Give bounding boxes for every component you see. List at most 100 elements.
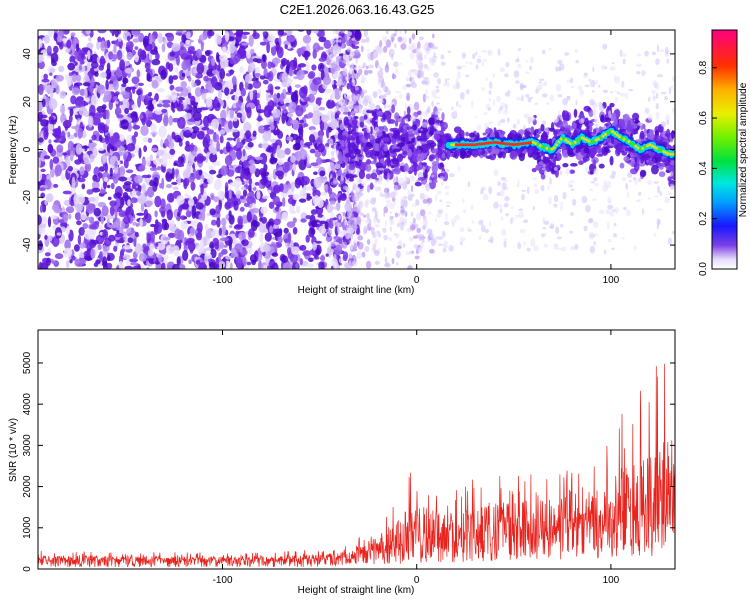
heatmap-cell: [115, 101, 119, 105]
heatmap-cell: [381, 137, 390, 142]
heatmap-cell: [202, 236, 208, 247]
heatmap-cell: [336, 49, 342, 54]
heatmap-cell: [110, 54, 119, 60]
heatmap-cell: [248, 177, 253, 187]
heatmap-cell: [422, 166, 426, 173]
heatmap-cell: [157, 32, 163, 44]
heatmap-cell: [584, 84, 590, 88]
heatmap-cell: [598, 101, 603, 108]
heatmap-cell: [402, 243, 406, 248]
heatmap-cell: [355, 58, 358, 63]
heatmap-cell: [261, 59, 267, 70]
heatmap-cell: [103, 90, 112, 102]
heatmap-cell: [483, 112, 488, 115]
heatmap-cell: [79, 166, 85, 176]
heatmap-cell: [262, 79, 269, 85]
heatmap-cell: [566, 79, 570, 83]
heatmap-cell: [84, 165, 90, 171]
heatmap-cell: [123, 216, 131, 225]
heatmap-cell: [188, 259, 192, 265]
heatmap-cell: [196, 244, 205, 253]
heatmap-cell: [445, 134, 450, 140]
heatmap-cell: [364, 246, 370, 253]
heatmap-cell: [118, 37, 122, 42]
heatmap-cell: [351, 248, 358, 252]
heatmap-cell: [432, 179, 438, 184]
heatmap-cell: [267, 61, 273, 69]
heatmap-cell: [406, 92, 411, 102]
heatmap-cell: [421, 121, 428, 128]
heatmap-cell: [306, 263, 314, 268]
heatmap-cell: [339, 90, 343, 97]
heatmap-cell: [367, 70, 373, 74]
heatmap-cell: [304, 142, 313, 146]
heatmap-cell: [396, 262, 399, 266]
heatmap-cell: [114, 233, 124, 238]
heatmap-cell: [299, 189, 307, 201]
heatmap-cell: [248, 184, 252, 192]
heatmap-cell: [178, 46, 187, 58]
heatmap-cell: [105, 68, 112, 80]
heatmap-cell: [71, 125, 80, 130]
heatmap-cell: [456, 65, 462, 70]
heatmap-cell: [140, 125, 149, 136]
heatmap-cell: [367, 239, 371, 245]
heatmap-cell: [127, 237, 134, 244]
heatmap-cell: [602, 43, 608, 50]
heatmap-cell: [188, 206, 192, 212]
heatmap-cell: [392, 72, 395, 80]
heatmap-cell: [660, 169, 664, 172]
heatmap-cell: [169, 51, 176, 57]
heatmap-cell: [290, 210, 297, 215]
heatmap-cell: [429, 248, 435, 254]
heatmap-cell: [95, 196, 100, 201]
heatmap-cell: [176, 195, 185, 205]
heatmap-cell: [431, 174, 435, 178]
heatmap-cell: [448, 245, 454, 252]
heatmap-cell: [638, 191, 642, 196]
heatmap-cell: [409, 175, 416, 182]
heatmap-cell: [421, 234, 425, 243]
heatmap-cell: [137, 95, 142, 108]
heatmap-cell: [171, 181, 178, 185]
heatmap-cell: [644, 50, 649, 57]
heatmap-cell: [252, 80, 262, 89]
heatmap-cell: [344, 149, 349, 154]
heatmap-cell: [282, 261, 292, 269]
heatmap-cell: [542, 120, 546, 126]
heatmap-cell: [653, 195, 659, 198]
heatmap-cell: [181, 72, 186, 77]
heatmap-cell: [376, 110, 384, 116]
heatmap-cell: [351, 118, 358, 126]
heatmap-cell: [391, 258, 395, 264]
heatmap-cell: [146, 232, 151, 244]
heatmap-cell: [162, 99, 171, 105]
heatmap-cell: [312, 103, 320, 111]
heatmap-cell: [623, 156, 630, 162]
heatmap-cell: [58, 40, 64, 50]
heatmap-cell: [538, 78, 545, 81]
heatmap-cell: [74, 258, 84, 267]
heatmap-cell: [286, 221, 296, 228]
heatmap-cell: [97, 30, 107, 34]
heatmap-cell: [199, 107, 209, 111]
heatmap-cell: [401, 36, 407, 45]
heatmap-cell: [459, 91, 465, 100]
heatmap-cell: [163, 39, 168, 45]
heatmap-cell: [162, 103, 171, 108]
heatmap-cell: [641, 208, 645, 216]
heatmap-cell: [346, 47, 352, 52]
heatmap-cell: [383, 234, 388, 241]
heatmap-cell: [344, 201, 353, 212]
heatmap-cell: [375, 143, 380, 152]
heatmap-cell: [502, 110, 509, 115]
heatmap-cell: [547, 185, 550, 191]
heatmap-cell: [348, 240, 352, 243]
heatmap-cell: [388, 236, 393, 241]
heatmap-cell: [187, 241, 196, 252]
heatmap-cell: [208, 165, 214, 171]
heatmap-cell: [538, 81, 542, 84]
heatmap-cell: [399, 62, 403, 65]
heatmap-cell: [193, 169, 197, 180]
heatmap-cell: [244, 73, 253, 83]
